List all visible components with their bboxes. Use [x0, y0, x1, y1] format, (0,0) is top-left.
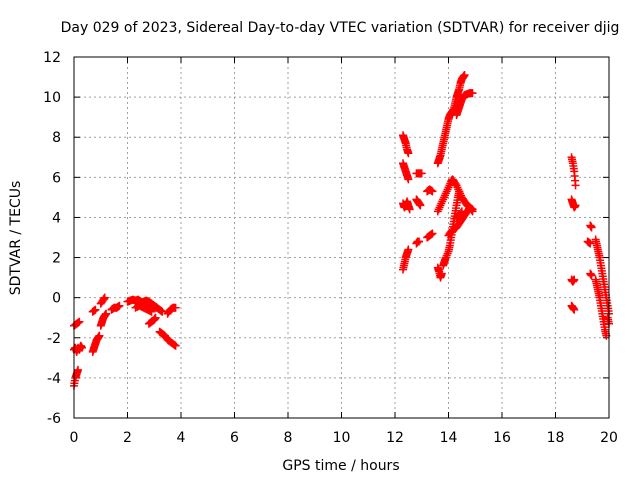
data-point [91, 305, 100, 314]
data-point [468, 207, 477, 216]
data-point [456, 208, 465, 217]
x-tick-label: 10 [333, 430, 351, 446]
data-point [404, 245, 413, 254]
x-tick-labels: 0 2 4 6 8 10 12 14 16 18 20 [70, 430, 618, 446]
data-point [428, 187, 437, 196]
data-point [147, 307, 156, 316]
data-point [428, 229, 437, 238]
y-tick-labels: -6 -4 -2 0 2 4 6 8 10 12 [43, 50, 61, 427]
x-tick-label: 16 [493, 430, 511, 446]
x-tick-label: 8 [284, 430, 293, 446]
data-point [415, 237, 424, 246]
data-point [115, 301, 124, 310]
x-tick-label: 18 [547, 430, 565, 446]
data-point [75, 317, 84, 326]
data-point [570, 275, 579, 284]
data-point [455, 187, 464, 196]
y-tick-label: 0 [52, 291, 61, 307]
data-point [78, 343, 87, 352]
x-tick-label: 14 [440, 430, 458, 446]
y-axis-label: SDTVAR / TECUs [8, 181, 24, 296]
y-tick-label: 4 [52, 210, 61, 226]
y-tick-label: 2 [52, 251, 61, 267]
data-point [460, 71, 469, 80]
data-point [587, 223, 596, 232]
x-tick-label: 2 [123, 430, 132, 446]
y-tick-label: -4 [47, 371, 61, 387]
data-point [468, 89, 477, 98]
x-tick-label: 12 [386, 430, 404, 446]
data-point [571, 181, 580, 190]
data-point [405, 205, 414, 214]
data-point [587, 271, 596, 280]
x-tick-label: 0 [70, 430, 79, 446]
data-point [571, 201, 580, 210]
data-point [171, 303, 180, 312]
data-point [95, 331, 104, 340]
x-axis-label: GPS time / hours [282, 458, 399, 474]
chart-title: Day 029 of 2023, Sidereal Day-to-day VTE… [61, 20, 620, 36]
data-point [457, 207, 466, 216]
y-tick-label: 8 [52, 130, 61, 146]
data-point [467, 206, 476, 215]
data-point [417, 169, 426, 178]
data-point [74, 365, 83, 374]
data-point [437, 269, 446, 278]
x-tick-label: 6 [230, 430, 239, 446]
data-point [102, 309, 111, 318]
data-point [570, 305, 579, 314]
y-tick-label: -2 [47, 331, 61, 347]
data-points [70, 71, 613, 390]
x-tick-label: 20 [600, 430, 618, 446]
y-tick-label: 6 [52, 170, 61, 186]
y-tick-label: 10 [43, 90, 61, 106]
plot-frame [73, 56, 610, 419]
y-tick-label: -6 [47, 411, 61, 427]
data-point [404, 149, 413, 158]
data-point [416, 201, 425, 210]
data-point [151, 313, 160, 322]
data-point [404, 175, 413, 184]
y-tick-label: 12 [43, 50, 61, 66]
grid [74, 57, 609, 418]
data-point [100, 293, 109, 302]
data-point [171, 341, 180, 350]
x-tick-label: 4 [177, 430, 186, 446]
